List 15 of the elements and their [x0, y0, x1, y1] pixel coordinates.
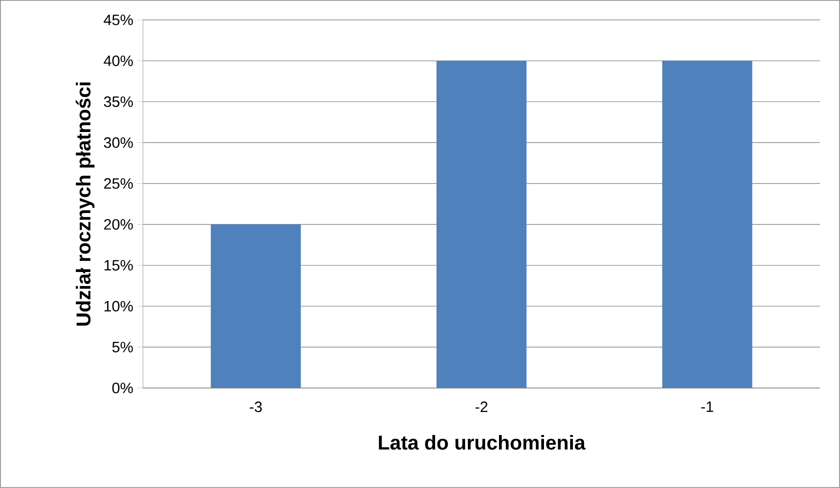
y-tick-label: 25%: [104, 178, 133, 189]
y-tick-label: 15%: [104, 260, 133, 271]
y-tick-label: 40%: [104, 56, 133, 66]
y-tick-label: 5%: [112, 342, 133, 352]
x-axis-title: Lata do uruchomienia: [378, 435, 586, 450]
y-tick-label: 0%: [112, 382, 133, 394]
y-tick-label: 35%: [104, 96, 133, 108]
y-axis-title: Udział rocznych płatności: [76, 82, 95, 326]
x-tick-label: -1: [701, 402, 714, 412]
y-tick-label: 45%: [104, 14, 133, 26]
x-tick-label: -3: [250, 402, 262, 412]
y-tick-label: 10%: [104, 300, 133, 312]
y-tick-label: 20%: [104, 219, 133, 230]
x-tick-label: -2: [476, 402, 488, 412]
y-tick-label: 30%: [104, 137, 133, 148]
